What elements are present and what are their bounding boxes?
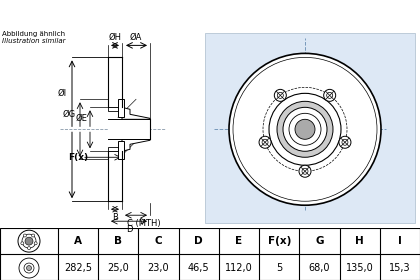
Text: Ate: Ate: [302, 145, 349, 169]
Circle shape: [24, 234, 26, 237]
Circle shape: [27, 247, 31, 249]
Bar: [108, 57, 122, 107]
Text: Illustration similar: Illustration similar: [2, 38, 66, 45]
Circle shape: [269, 93, 341, 165]
Circle shape: [302, 168, 308, 174]
Text: F(x): F(x): [268, 236, 291, 246]
Circle shape: [32, 234, 34, 237]
Bar: [108, 119, 150, 139]
Text: D: D: [194, 236, 203, 246]
Text: B: B: [114, 236, 122, 246]
Text: C: C: [155, 236, 163, 246]
Text: 15,3: 15,3: [389, 263, 411, 273]
Text: 23,0: 23,0: [148, 263, 169, 273]
Text: 25,0: 25,0: [108, 263, 129, 273]
Text: ØI: ØI: [58, 89, 67, 98]
Circle shape: [324, 89, 336, 101]
Circle shape: [299, 165, 311, 177]
Circle shape: [295, 119, 315, 139]
Circle shape: [26, 265, 32, 270]
Text: 68,0: 68,0: [309, 263, 330, 273]
Text: Abbildung ähnlich: Abbildung ähnlich: [2, 31, 65, 38]
Circle shape: [262, 139, 268, 145]
Bar: [108, 147, 122, 151]
Text: 5: 5: [276, 263, 282, 273]
Bar: [118, 99, 124, 117]
Text: C (MTH): C (MTH): [127, 219, 161, 228]
Text: A: A: [74, 236, 82, 246]
Text: D: D: [126, 225, 132, 234]
Bar: [205, 33, 415, 223]
Circle shape: [283, 107, 327, 151]
Text: E: E: [236, 236, 243, 246]
Text: 112,0: 112,0: [225, 263, 253, 273]
Bar: [118, 141, 124, 159]
Bar: [108, 151, 122, 201]
Text: G: G: [315, 236, 324, 246]
Bar: [108, 107, 122, 111]
Circle shape: [277, 101, 333, 157]
Text: ØA: ØA: [130, 32, 142, 41]
Circle shape: [289, 113, 321, 145]
Circle shape: [327, 92, 333, 98]
Text: 24.0325-0115.1: 24.0325-0115.1: [94, 6, 242, 24]
Text: 46,5: 46,5: [188, 263, 210, 273]
Circle shape: [259, 136, 271, 148]
Text: B: B: [112, 213, 118, 222]
Text: F(x): F(x): [68, 153, 88, 162]
Polygon shape: [122, 107, 150, 119]
Text: ØH: ØH: [108, 32, 121, 41]
Circle shape: [229, 53, 381, 205]
Circle shape: [21, 242, 24, 245]
Circle shape: [342, 139, 348, 145]
Circle shape: [277, 92, 284, 98]
Text: 135,0: 135,0: [346, 263, 373, 273]
Polygon shape: [122, 139, 150, 151]
Text: H: H: [355, 236, 364, 246]
Circle shape: [34, 242, 37, 245]
Text: 282,5: 282,5: [64, 263, 92, 273]
Circle shape: [25, 237, 33, 245]
Text: I: I: [398, 236, 402, 246]
Circle shape: [339, 136, 351, 148]
Text: ØE: ØE: [75, 114, 87, 123]
Circle shape: [274, 89, 286, 101]
Text: 525115: 525115: [285, 6, 354, 24]
Text: .: .: [339, 161, 343, 175]
Text: ØG: ØG: [63, 110, 76, 119]
